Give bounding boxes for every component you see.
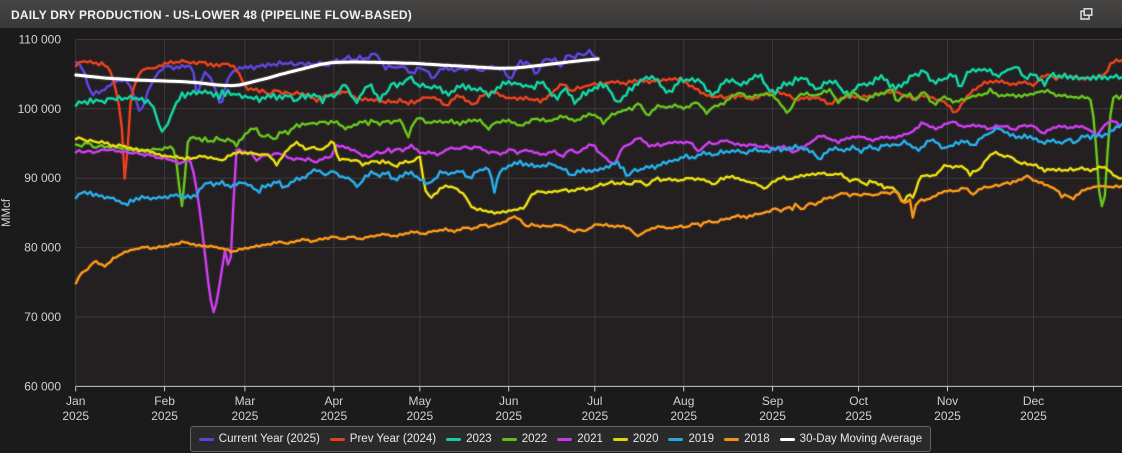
svg-text:May: May — [408, 394, 431, 408]
svg-text:Aug: Aug — [673, 394, 694, 408]
svg-text:2025: 2025 — [151, 409, 178, 423]
svg-text:2025: 2025 — [62, 409, 89, 423]
svg-text:Mar: Mar — [235, 394, 256, 408]
svg-text:90 000: 90 000 — [24, 171, 61, 185]
svg-text:2025: 2025 — [406, 409, 433, 423]
svg-text:100 000: 100 000 — [18, 102, 62, 116]
svg-text:MMcf: MMcf — [1, 198, 13, 227]
svg-text:2025: 2025 — [934, 409, 961, 423]
svg-text:Feb: Feb — [154, 394, 175, 408]
svg-text:70 000: 70 000 — [24, 310, 61, 324]
svg-text:80 000: 80 000 — [24, 241, 61, 255]
svg-text:Jan: Jan — [66, 394, 85, 408]
svg-text:Apr: Apr — [324, 394, 343, 408]
svg-text:2025: 2025 — [845, 409, 872, 423]
svg-text:Sep: Sep — [762, 394, 784, 408]
svg-text:2025: 2025 — [232, 409, 259, 423]
svg-text:60 000: 60 000 — [24, 379, 61, 393]
svg-text:2025: 2025 — [320, 409, 347, 423]
svg-text:2025: 2025 — [1020, 409, 1047, 423]
svg-text:Jul: Jul — [587, 394, 602, 408]
svg-text:Dec: Dec — [1023, 394, 1044, 408]
svg-text:2025: 2025 — [670, 409, 697, 423]
svg-text:Jun: Jun — [499, 394, 518, 408]
svg-text:Nov: Nov — [937, 394, 958, 408]
svg-text:2025: 2025 — [759, 409, 786, 423]
svg-text:Oct: Oct — [849, 394, 868, 408]
svg-text:2025: 2025 — [495, 409, 522, 423]
svg-text:2025: 2025 — [581, 409, 608, 423]
svg-text:110 000: 110 000 — [19, 32, 62, 46]
